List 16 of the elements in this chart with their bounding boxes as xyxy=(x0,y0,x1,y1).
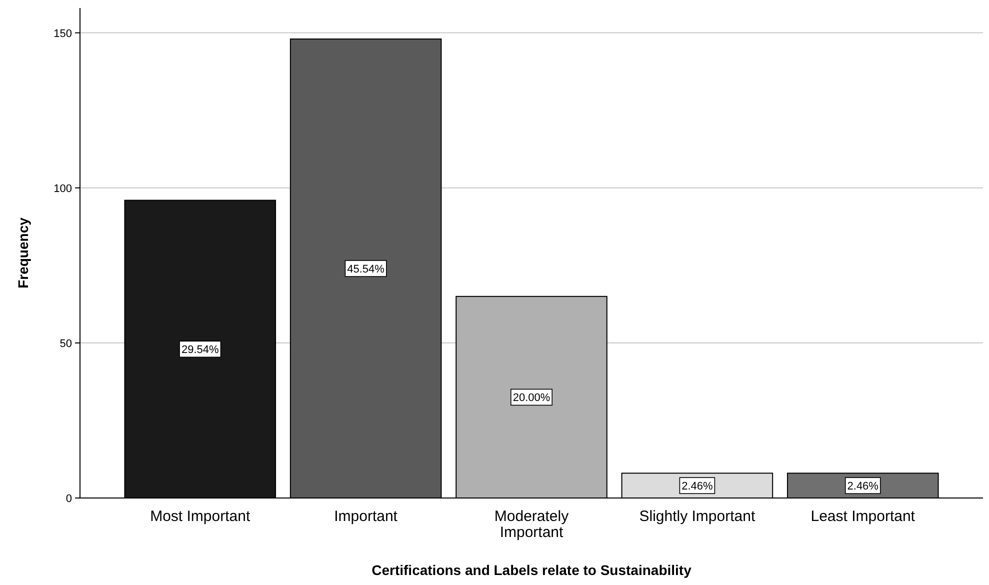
y-tick-label: 100 xyxy=(54,182,72,195)
annotation: 45.54% xyxy=(347,264,385,276)
annotation: 29.54% xyxy=(181,344,219,356)
y-tick-label: 0 xyxy=(66,493,72,505)
x-tick-label: Slightly Important xyxy=(639,508,756,525)
x-tick-label: Moderately Important xyxy=(494,508,570,541)
y-tick-label: 150 xyxy=(54,28,72,40)
x-tick-label: Most Important xyxy=(150,508,251,525)
x-axis-title: Certifications and Labels relate to Sustainability xyxy=(372,562,692,578)
y-tick-label: 50 xyxy=(60,338,72,350)
annotation: 2.46% xyxy=(682,480,713,493)
x-tick-label: Least Important xyxy=(810,508,916,525)
x-tick-label: Important xyxy=(334,508,398,525)
annotation: 2.46% xyxy=(847,480,879,493)
y-axis-title: Frequency xyxy=(15,217,31,288)
annotation: 20.00% xyxy=(512,392,550,404)
